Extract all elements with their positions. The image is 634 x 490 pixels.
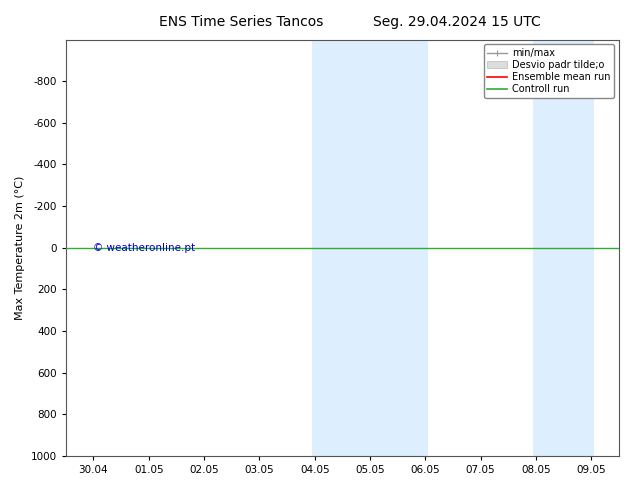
Text: ENS Time Series Tancos: ENS Time Series Tancos — [158, 15, 323, 29]
Legend: min/max, Desvio padr tilde;o, Ensemble mean run, Controll run: min/max, Desvio padr tilde;o, Ensemble m… — [484, 45, 614, 98]
Bar — [342, 40, 428, 456]
Y-axis label: Max Temperature 2m (°C): Max Temperature 2m (°C) — [15, 175, 25, 320]
Text: © weatheronline.pt: © weatheronline.pt — [93, 243, 195, 253]
Bar — [564, 40, 594, 456]
Bar — [533, 40, 564, 456]
Text: Seg. 29.04.2024 15 UTC: Seg. 29.04.2024 15 UTC — [373, 15, 540, 29]
Bar — [312, 40, 342, 456]
